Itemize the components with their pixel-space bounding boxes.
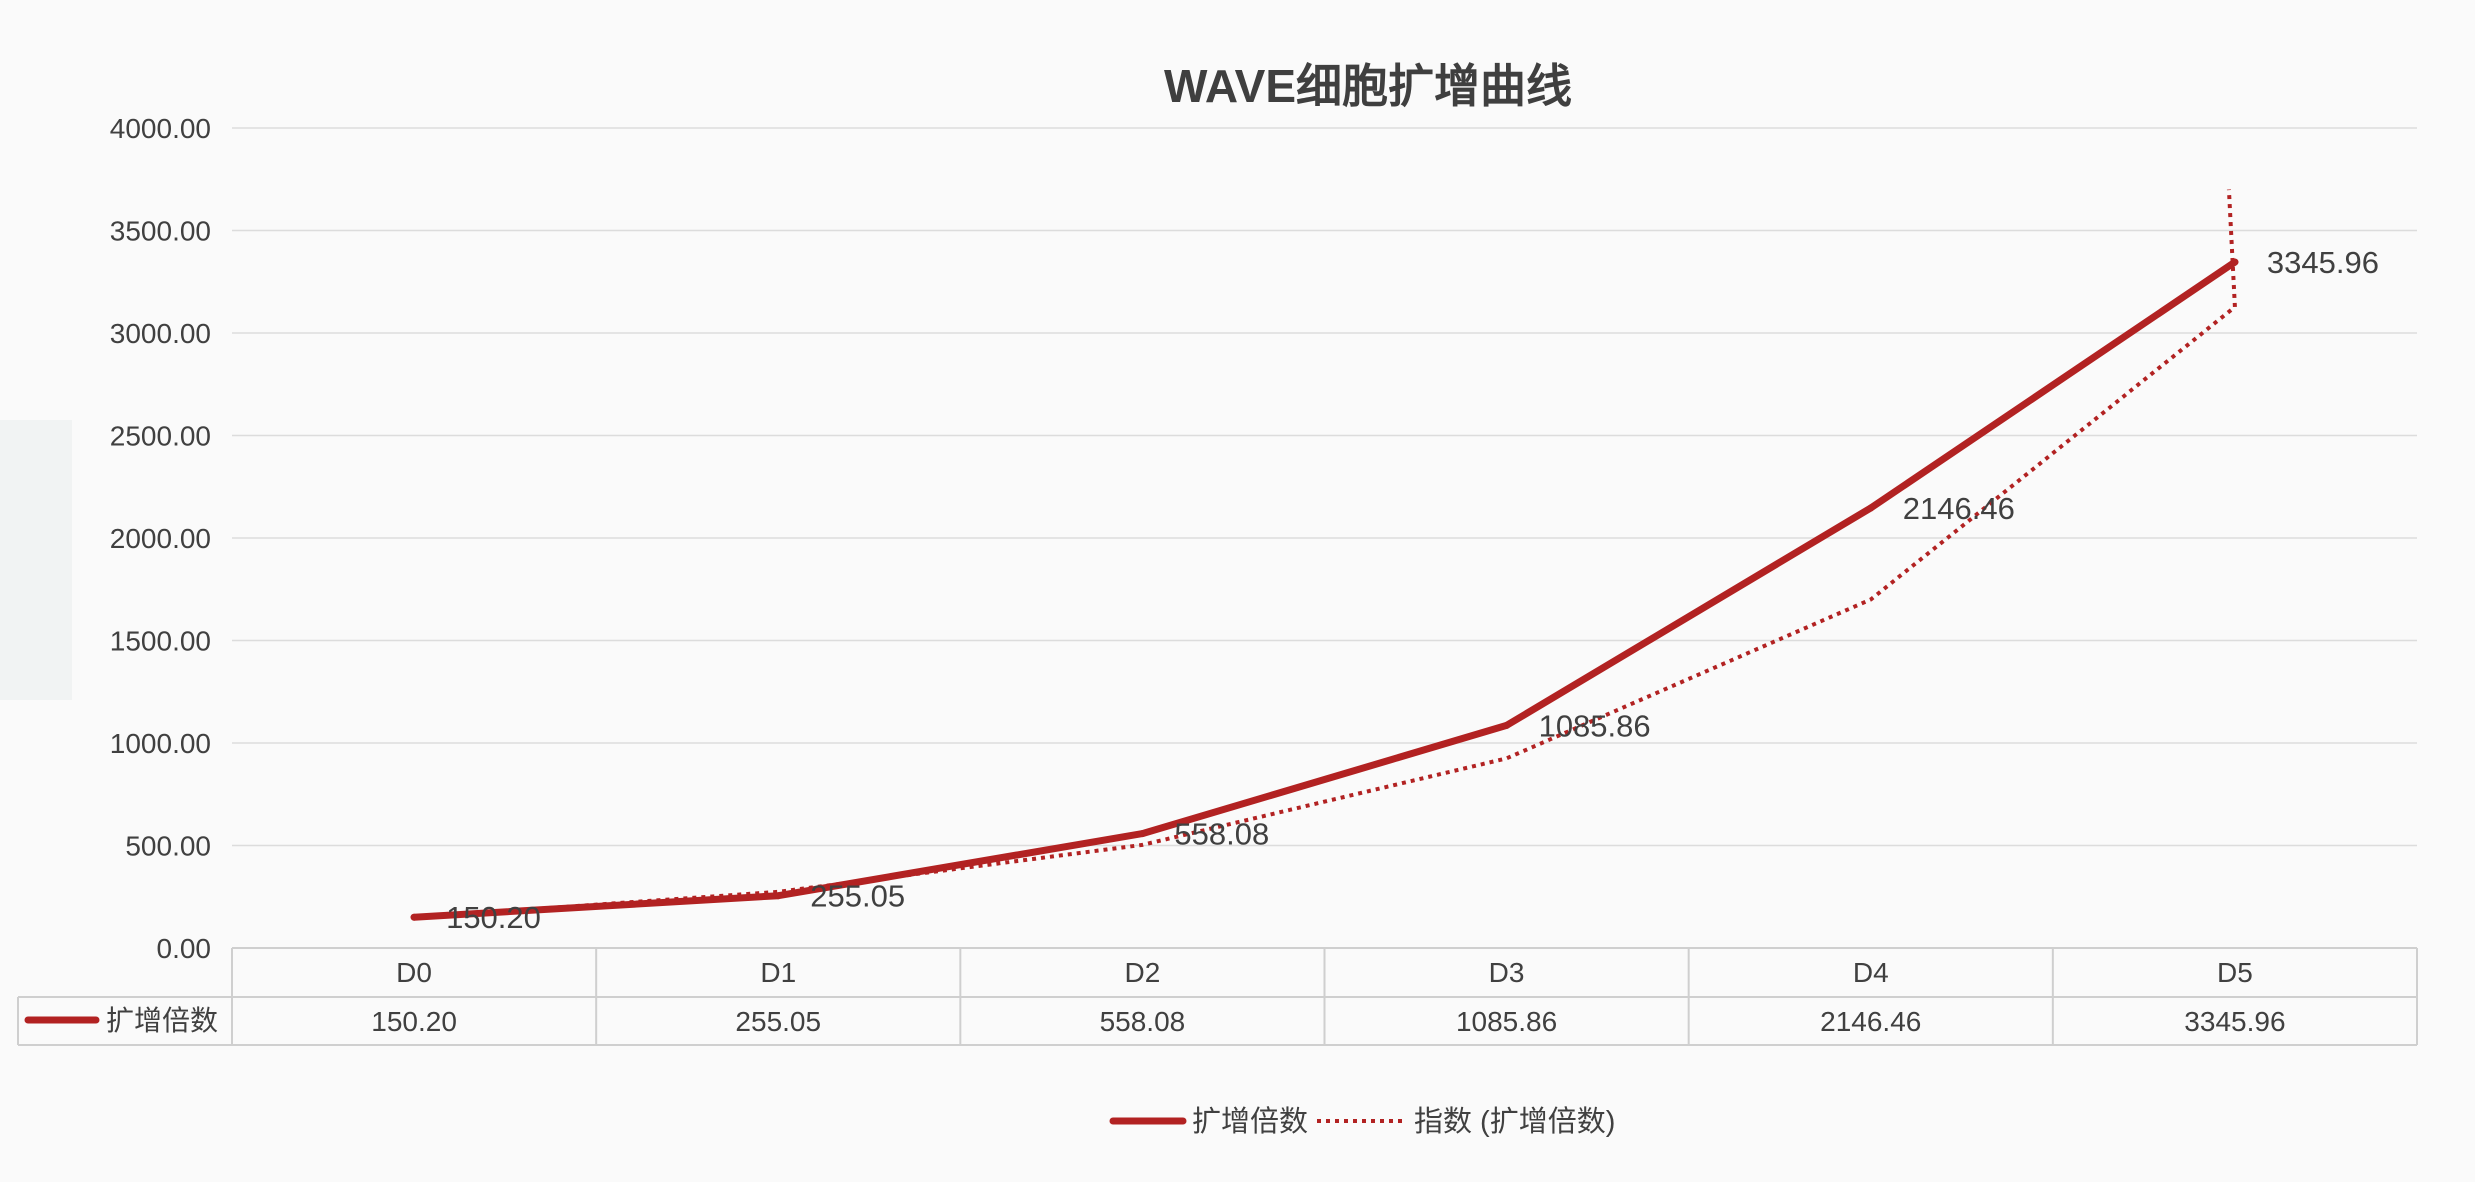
data-label: 150.20 (446, 900, 541, 935)
data-label: 2146.46 (1903, 491, 2015, 526)
data-labels: 150.20 255.05 558.08 1085.86 2146.46 3345.96 (446, 245, 2379, 935)
x-category-label: D0 (396, 957, 432, 988)
legend-label-series: 扩增倍数 (1192, 1105, 1308, 1138)
data-table: D0 D1 D2 D3 D4 D5 150.20 255.05 558.08 1085.86 214… (17, 947, 2418, 1046)
data-label: 255.05 (810, 879, 905, 914)
y-tick-label: 2500.00 (110, 421, 211, 452)
data-label: 1085.86 (1539, 708, 1651, 743)
x-category-label: D4 (1853, 957, 1889, 988)
series-line (410, 258, 2239, 921)
table-cell: 1085.86 (1456, 1006, 1557, 1037)
y-tick-label: 2000.00 (110, 523, 211, 554)
y-tick-label: 1000.00 (110, 728, 211, 759)
x-category-label: D3 (1489, 957, 1525, 988)
table-cell: 150.20 (371, 1006, 457, 1037)
x-category-label: D2 (1125, 957, 1161, 988)
table-cell: 255.05 (735, 1006, 821, 1037)
data-point (1867, 504, 1875, 512)
x-category-label: D1 (760, 957, 796, 988)
data-point (1503, 721, 1511, 729)
data-label: 558.08 (1174, 817, 1269, 852)
table-cell: 3345.96 (2184, 1006, 2285, 1037)
legend-label-trendline: 指数 (扩增倍数) (1414, 1105, 1615, 1138)
table-series-label: 扩增倍数 (106, 1005, 218, 1036)
y-tick-label: 500.00 (125, 831, 211, 862)
data-point (2231, 258, 2239, 266)
y-tick-label: 3000.00 (110, 318, 211, 349)
x-category-label: D5 (2217, 957, 2253, 988)
data-label: 3345.96 (2267, 245, 2379, 280)
plot-area (410, 189, 2239, 921)
y-axis: 0.00 500.00 1000.00 1500.00 2000.00 2500.00 30… (110, 113, 211, 964)
data-point (1138, 830, 1146, 838)
side-panel-edge (0, 420, 72, 700)
y-tick-label: 0.00 (157, 933, 212, 964)
y-tick-label: 3500.00 (110, 216, 211, 247)
data-point (410, 913, 418, 921)
chart-title: WAVE细胞扩增曲线 (1164, 60, 1572, 112)
y-tick-label: 4000.00 (110, 113, 211, 144)
data-point (774, 892, 782, 900)
legend: 扩增倍数 指数 (扩增倍数) (1109, 1105, 1615, 1138)
table-cell: 2146.46 (1820, 1006, 1921, 1037)
y-tick-label: 1500.00 (110, 626, 211, 657)
gridlines (232, 127, 2417, 847)
table-cell: 558.08 (1100, 1006, 1186, 1037)
